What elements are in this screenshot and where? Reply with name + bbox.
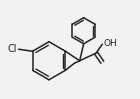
Text: Cl: Cl xyxy=(8,44,18,54)
Text: OH: OH xyxy=(104,39,118,48)
